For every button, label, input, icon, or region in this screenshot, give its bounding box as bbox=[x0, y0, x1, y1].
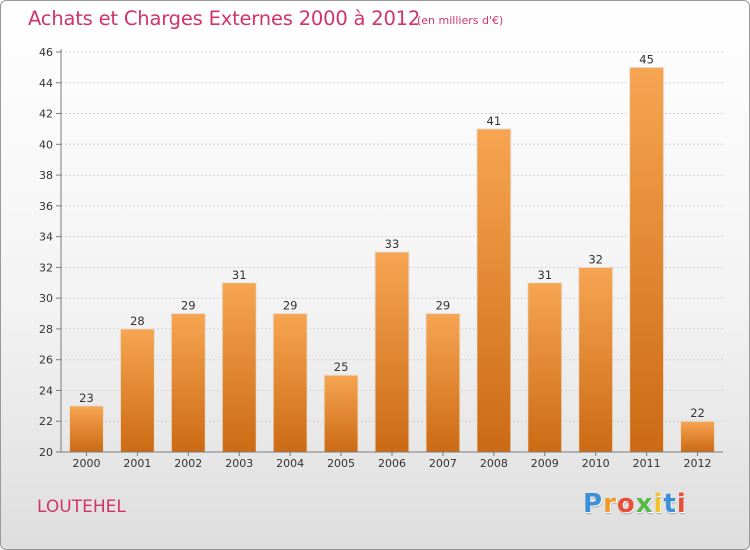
x-tick-label: 2010 bbox=[582, 457, 610, 470]
bar-2004 bbox=[272, 313, 308, 453]
bar-2008 bbox=[476, 128, 512, 453]
bars: 23 28 29 31 29 25 33 29 41 31 32 45 22 bbox=[68, 52, 716, 453]
logo-letter: r bbox=[603, 489, 617, 519]
bar-2012 bbox=[680, 420, 716, 453]
bar-value-label: 29 bbox=[181, 299, 196, 313]
proxiti-logo: Proxiti bbox=[583, 489, 687, 519]
y-tick-label: 34 bbox=[39, 231, 53, 244]
bar-value-label: 41 bbox=[487, 114, 502, 128]
x-tick-label: 2000 bbox=[72, 457, 100, 470]
bar-value-label: 29 bbox=[283, 299, 298, 313]
x-tick-label: 2012 bbox=[684, 457, 712, 470]
x-tick-label: 2009 bbox=[531, 457, 559, 470]
chart-subtitle: (en milliers d'€) bbox=[417, 14, 504, 27]
bar-2001 bbox=[119, 328, 155, 453]
bar-2006 bbox=[374, 251, 410, 453]
y-tick-label: 28 bbox=[39, 323, 53, 336]
bar-value-label: 22 bbox=[690, 406, 705, 420]
x-tick-label: 2011 bbox=[633, 457, 661, 470]
bar-2009 bbox=[527, 282, 563, 453]
x-tick-label: 2007 bbox=[429, 457, 457, 470]
y-tick-label: 42 bbox=[39, 108, 53, 121]
logo-letter: t bbox=[663, 489, 677, 519]
x-tick-label: 2001 bbox=[123, 457, 151, 470]
x-tick-label: 2008 bbox=[480, 457, 508, 470]
x-tick-label: 2006 bbox=[378, 457, 406, 470]
y-tick-label: 38 bbox=[39, 169, 53, 182]
y-tick-label: 44 bbox=[39, 77, 53, 90]
commune-name: LOUTEHEL bbox=[37, 497, 126, 517]
logo-letter: o bbox=[616, 489, 636, 519]
y-tick-label: 40 bbox=[39, 138, 53, 151]
y-tick-label: 30 bbox=[39, 292, 53, 305]
y-tick-label: 24 bbox=[39, 384, 53, 397]
logo-letter: x bbox=[635, 489, 654, 519]
x-tick-label: 2002 bbox=[174, 457, 202, 470]
bar-2005 bbox=[323, 374, 359, 453]
bar-2002 bbox=[170, 313, 206, 453]
logo-letter: i bbox=[676, 489, 687, 519]
bar-value-label: 28 bbox=[130, 314, 145, 328]
bar-value-label: 45 bbox=[639, 52, 654, 66]
bar-2007 bbox=[425, 313, 461, 453]
x-tick-label: 2005 bbox=[327, 457, 355, 470]
bar-2010 bbox=[578, 266, 614, 453]
y-tick-label: 32 bbox=[39, 261, 53, 274]
y-tick-label: 26 bbox=[39, 354, 53, 367]
bar-value-label: 31 bbox=[537, 268, 552, 282]
logo-letter: i bbox=[653, 489, 664, 519]
axes: 20 22 24 26 28 30 32 34 36 38 40 42 44 46 2000 2001 2002… bbox=[39, 46, 723, 470]
y-tick-label: 20 bbox=[39, 446, 53, 459]
bar-value-label: 33 bbox=[385, 237, 400, 251]
bar-value-label: 32 bbox=[588, 252, 603, 266]
bar-value-label: 31 bbox=[232, 268, 247, 282]
bar-2011 bbox=[629, 66, 665, 453]
bar-2003 bbox=[221, 282, 257, 453]
y-tick-label: 46 bbox=[39, 46, 53, 59]
x-tick-label: 2003 bbox=[225, 457, 253, 470]
y-tick-label: 22 bbox=[39, 415, 53, 428]
bar-value-label: 25 bbox=[334, 360, 349, 374]
bar-value-label: 29 bbox=[436, 299, 451, 313]
bar-2000 bbox=[68, 405, 104, 453]
logo-letter: P bbox=[583, 489, 604, 519]
y-tick-label: 36 bbox=[39, 200, 53, 213]
chart-title: Achats et Charges Externes 2000 à 2012 bbox=[28, 7, 421, 30]
bar-value-label: 23 bbox=[79, 391, 94, 405]
x-tick-label: 2004 bbox=[276, 457, 304, 470]
